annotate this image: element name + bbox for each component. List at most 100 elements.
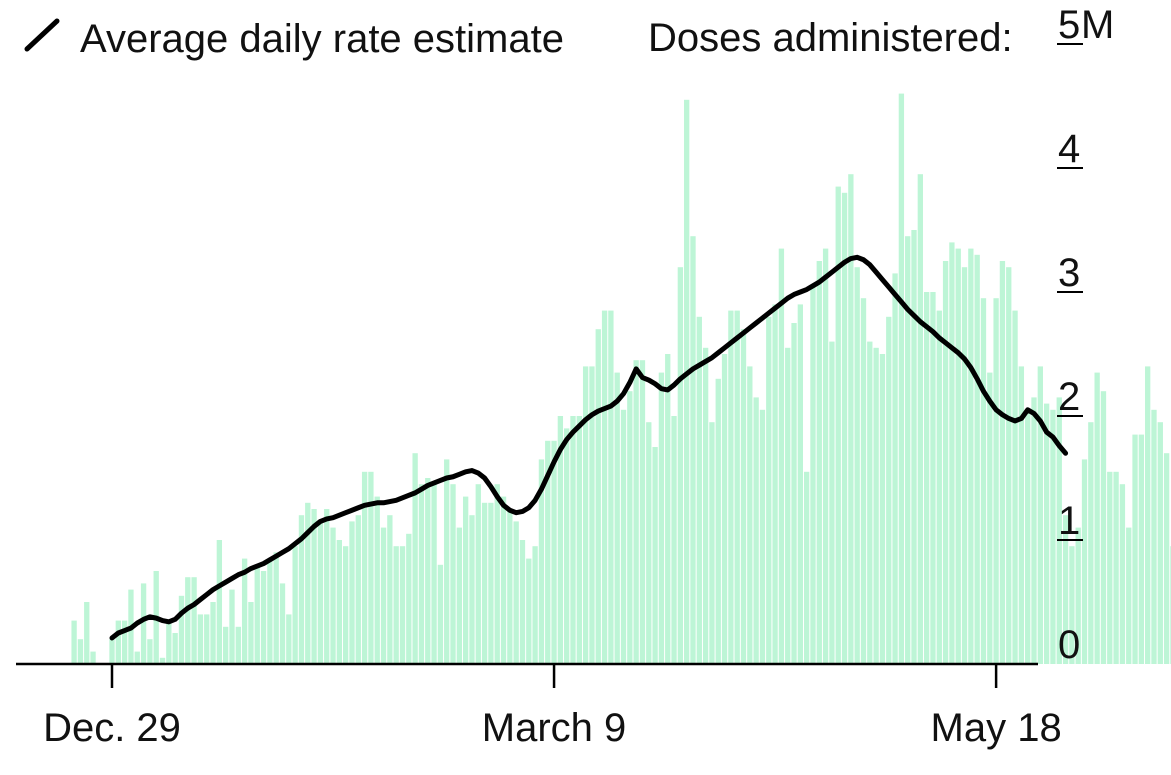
y-tick-label: 1 [1058,499,1080,543]
daily-doses-bar [917,174,923,664]
x-axis-ticks: Dec. 29 March 9 May 18 [43,664,1062,750]
daily-doses-bar [753,397,759,664]
daily-doses-bar [140,583,147,664]
daily-doses-bar [519,540,526,664]
y-tick-label: 4 [1058,127,1080,171]
daily-doses-bar [172,633,178,664]
daily-doses-bar [260,571,267,664]
y-tick-label: 5 [1058,3,1080,47]
daily-doses-bar [639,360,646,664]
daily-doses-bar [336,540,342,664]
x-tick-label: March 9 [482,706,627,750]
daily-doses-bar [677,267,684,664]
daily-doses-bar [1050,409,1056,664]
daily-doses-bar [797,304,803,664]
daily-doses-bar [942,261,949,664]
y-tick-label: 0 [1058,623,1080,667]
daily-doses-bar [494,484,500,664]
daily-doses-bar [936,310,942,664]
daily-doses-bar [380,527,387,664]
y-tick-label: 2 [1058,375,1080,419]
daily-doses-bar [955,248,961,664]
daily-doses-bar [829,341,835,664]
daily-doses-bar [197,614,204,664]
daily-doses-bar [229,589,235,664]
y-unit-label: M [1081,3,1114,47]
daily-doses-bar [1075,527,1081,664]
daily-doses-bar [1006,267,1012,664]
daily-doses-bar [1119,484,1126,664]
daily-doses-bar [235,626,241,664]
daily-doses-bar [1138,434,1145,664]
daily-doses-bar [121,620,128,664]
daily-doses-bar [279,583,286,664]
daily-doses-bar [892,273,898,664]
daily-doses-bar [652,447,658,664]
daily-doses-bar [1145,366,1151,664]
daily-doses-bar [993,298,999,664]
daily-doses-bar [115,620,121,664]
daily-doses-bar [911,230,917,664]
daily-doses-bar [437,564,444,664]
daily-doses-bar [709,422,715,664]
daily-doses-bar [905,236,911,664]
daily-doses-bar [1113,471,1119,664]
daily-doses-bar [374,496,380,664]
daily-doses-bar [305,502,311,664]
daily-doses-bar [766,316,772,664]
daily-doses-bar [1018,366,1025,664]
daily-doses-bar [368,471,374,664]
daily-doses-bar [1157,422,1163,664]
x-tick-label: Dec. 29 [43,706,181,750]
x-tick-label: May 18 [931,706,1062,750]
y-axis: 0 1 2 3 4 5 M [1057,3,1114,667]
daily-doses-bar [1100,391,1107,664]
daily-doses-bar [166,620,172,664]
daily-doses-bar [223,626,229,664]
daily-doses-bar [1163,453,1170,664]
daily-doses-bar [431,484,437,664]
daily-doses-bar [84,602,90,664]
daily-doses-bar [178,595,185,664]
daily-doses-bar [545,440,551,664]
daily-doses-bar [589,366,595,664]
daily-doses-bar [481,502,488,664]
daily-doses-bar [740,329,747,664]
daily-doses-bar [311,509,317,664]
daily-doses-bar [804,471,810,664]
daily-doses-bar [254,564,260,664]
average-rate-line [109,254,1069,641]
daily-doses-bar [292,546,298,664]
daily-doses-bar [721,354,728,664]
daily-doses-bar [772,304,778,664]
daily-doses-bar [1025,409,1031,664]
bar-series [71,93,1171,665]
daily-doses-bar [557,416,564,664]
daily-doses-bar [633,360,639,664]
daily-doses-bar [418,484,425,664]
daily-doses-bar [469,515,475,664]
daily-doses-bar [582,366,589,664]
daily-doses-bar [538,459,545,664]
daily-doses-bar [298,515,305,664]
daily-doses-bar [576,416,582,664]
daily-doses-bar [406,533,412,664]
daily-doses-bar [159,657,166,664]
daily-doses-bar [324,509,330,664]
daily-doses-bar [715,378,721,664]
daily-doses-bar [646,422,652,664]
daily-doses-bar [627,391,633,664]
daily-doses-bar [343,546,349,664]
daily-doses-bar [109,639,115,664]
daily-doses-bar [961,267,968,664]
daily-doses-bar [488,502,494,664]
daily-doses-bar [930,292,936,664]
daily-doses-bar [526,558,532,664]
daily-doses-bar [361,471,368,664]
daily-doses-bar [671,416,677,664]
daily-doses-bar [425,478,431,664]
daily-doses-bar [355,515,361,664]
daily-doses-bar [923,292,930,664]
legend-line-label: Average daily rate estimate [80,17,564,61]
